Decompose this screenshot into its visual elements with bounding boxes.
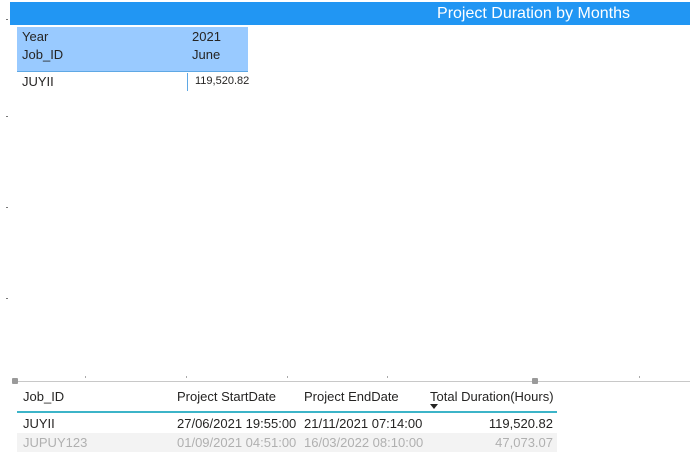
resize-handle-top-left[interactable] [12,378,18,384]
page-title: Project Duration by Months [437,5,630,22]
edge-tick [639,376,640,378]
table-row[interactable] [17,413,557,433]
table-row[interactable] [17,433,557,452]
matrix-row-header-year[interactable]: Year [22,29,49,44]
cell-job-id: JUPUY123 [23,435,88,450]
sort-descending-icon[interactable] [430,404,438,409]
cell-total-duration: 119,520.82 [488,416,553,431]
matrix-row-label[interactable]: JUYII [22,74,54,89]
edge-tick [287,376,288,378]
cell-end-date: 21/11/2021 07:14:00 [304,416,423,431]
matrix-column-year[interactable]: 2021 [192,29,221,44]
matrix-column-divider [187,73,188,91]
edge-tick [6,207,8,208]
column-header-start-date[interactable]: Project StartDate [177,389,276,404]
table-visual-border [14,381,690,382]
matrix-row-header-jobid[interactable]: Job_ID [22,47,64,62]
cell-start-date: 01/09/2021 04:51:00 [177,435,297,450]
matrix-cell-value[interactable]: 119,520.82 [195,75,250,87]
column-header-end-date[interactable]: Project EndDate [304,389,399,404]
cell-job-id: JUYII [23,416,55,431]
edge-tick [387,376,388,378]
edge-tick [6,19,8,20]
table-header-divider [17,411,557,413]
cell-total-duration: 47,073.07 [495,435,553,450]
matrix-column-month[interactable]: June [192,47,221,62]
title-bar: Project Duration by Months [10,2,690,25]
edge-tick [186,376,187,378]
cell-end-date: 16/03/2022 08:10:00 [304,435,424,450]
edge-tick [6,116,8,117]
resize-handle-top-middle[interactable] [532,378,538,384]
edge-tick [85,376,86,378]
column-header-job-id[interactable]: Job_ID [23,389,65,404]
edge-tick [6,298,8,299]
cell-start-date: 27/06/2021 19:55:00 [177,416,297,431]
column-header-total-duration[interactable]: Total Duration(Hours) [430,389,554,404]
matrix-header: Year Job_ID 2021 June [17,27,248,72]
